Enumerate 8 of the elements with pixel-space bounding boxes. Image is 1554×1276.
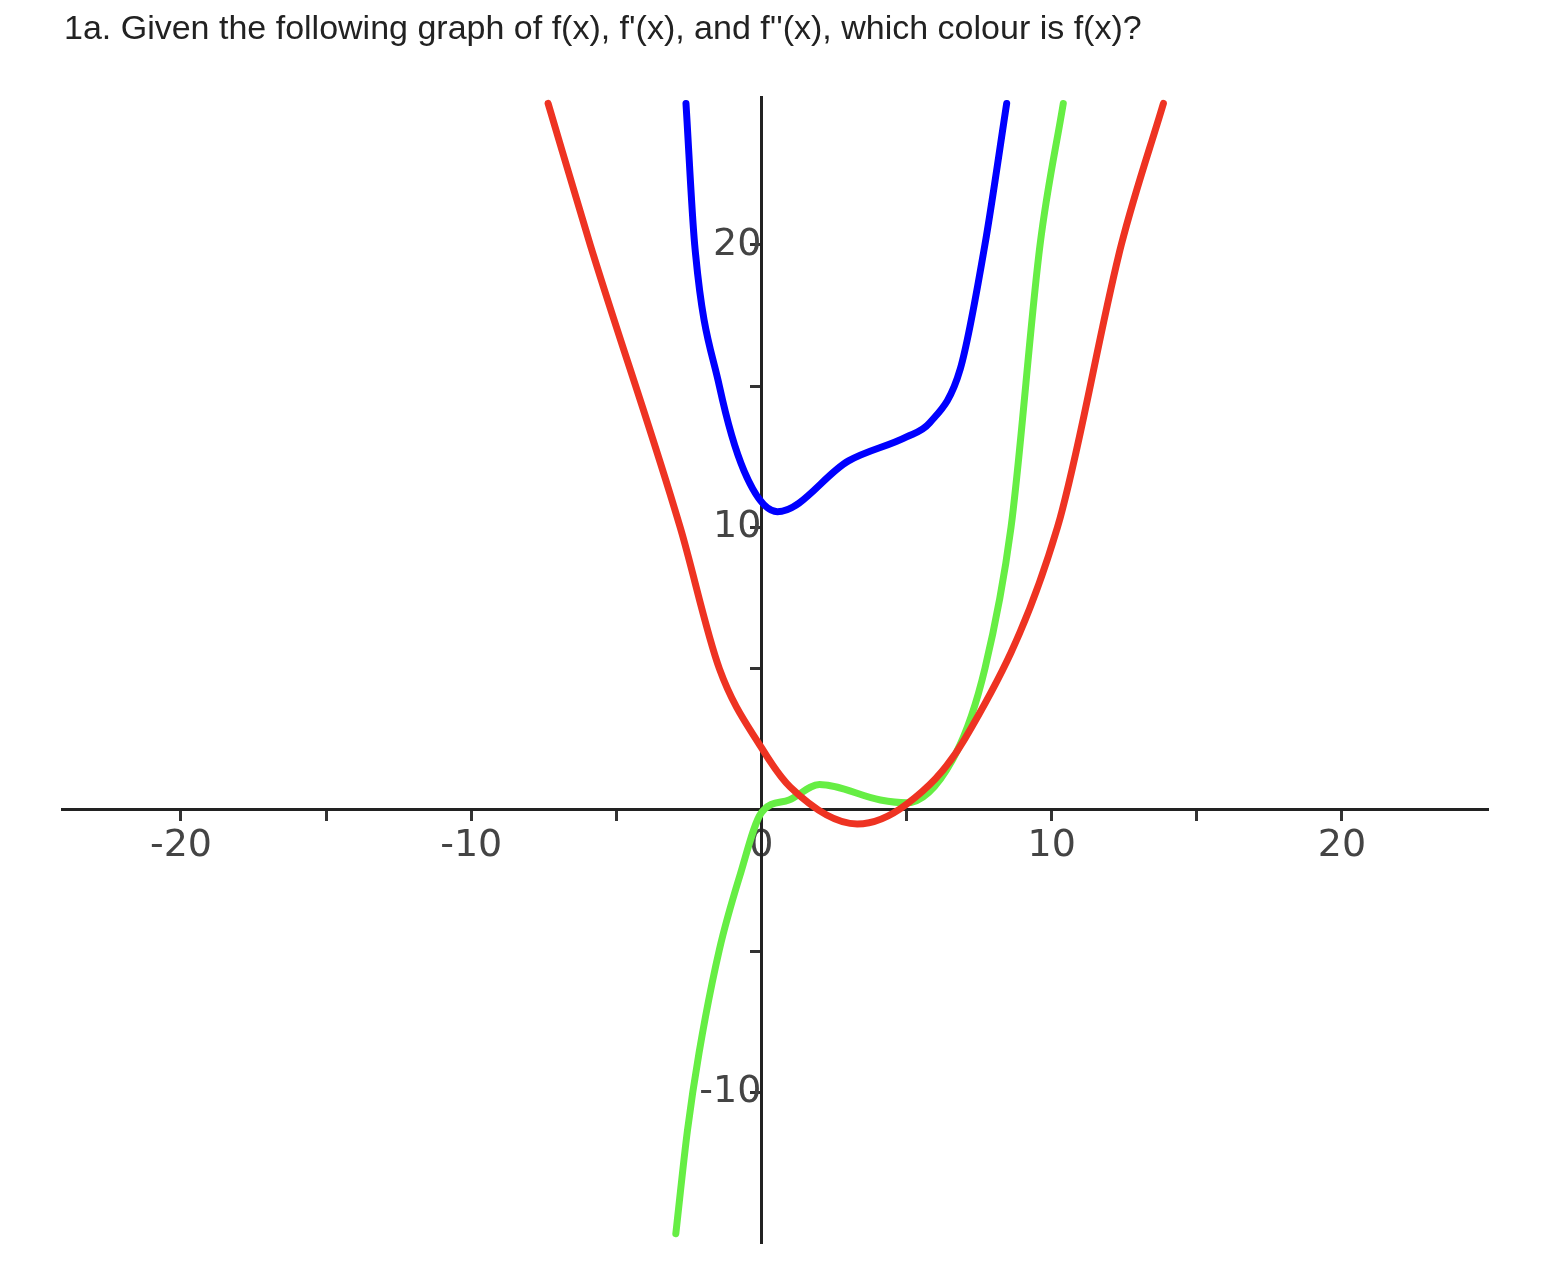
x-tick-label: -20 (149, 820, 213, 865)
x-tick-label: 20 (1317, 820, 1367, 865)
y-tick-label: -10 (699, 1067, 762, 1112)
y-tick-label: 20 (713, 219, 762, 264)
chart-title: 1a. Given the following graph of f(x), f'(x), and f''(x), which colour is f(x)? (63, 7, 1143, 48)
y-tick-label: 10 (713, 502, 762, 547)
x-tick-label: -10 (440, 820, 503, 865)
x-tick-label: 10 (1027, 820, 1076, 865)
